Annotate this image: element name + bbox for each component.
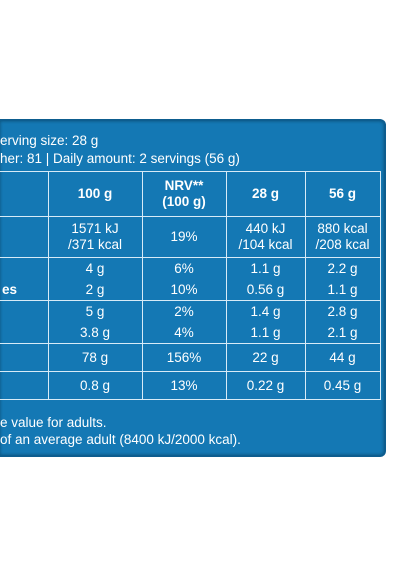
table-header-row: 100 g NRV** (100 g) 28 g 56 g	[0, 171, 381, 217]
cell-28g: 1.1 g	[225, 257, 306, 279]
energy-kj-28g: 440 kJ	[245, 221, 286, 236]
cell-100g: 4 g	[47, 257, 143, 279]
nutrition-table: 100 g NRV** (100 g) 28 g 56 g 1571 kJ/371…	[0, 171, 381, 400]
header-nrv-line1: NRV**	[164, 178, 204, 193]
energy-kcal2-56g: /208 kcal	[315, 237, 370, 252]
cell-nrv: 13%	[141, 371, 227, 400]
cell-56g: 880 kcal/208 kcal	[304, 216, 381, 258]
table-row-protein: 78 g 156% 22 g 44 g	[0, 343, 381, 372]
header-nrv: NRV** (100 g)	[141, 171, 227, 217]
header-nrv-line2: (100 g)	[162, 194, 206, 209]
energy-kcal-28g: /104 kcal	[238, 237, 293, 252]
cell-56g: 44 g	[304, 343, 381, 372]
servings-per-container-text: her: 81 | Daily amount: 2 servings (56 g…	[0, 151, 240, 166]
energy-kcal-56g: 880 kcal	[317, 221, 368, 236]
table-row-saturates: es 2 g 10% 0.56 g 1.1 g	[0, 279, 381, 301]
cell-nrv: 19%	[141, 216, 227, 258]
energy-kcal-100g: /371 kcal	[67, 237, 123, 252]
header-56g: 56 g	[304, 171, 381, 217]
row-name	[0, 300, 49, 322]
footnote-line-1: e value for adults.	[0, 415, 107, 430]
table-row-fat: 4 g 6% 1.1 g 2.2 g	[0, 257, 381, 279]
nutrition-label-panel: erving size: 28 g her: 81 | Daily amount…	[0, 119, 386, 457]
cell-56g: 0.45 g	[304, 371, 381, 400]
cell-28g: 1.1 g	[225, 322, 306, 344]
header-nutrient	[0, 171, 49, 217]
cell-28g: 1.4 g	[225, 300, 306, 322]
cell-100g: 78 g	[47, 343, 143, 372]
cell-56g: 2.8 g	[304, 300, 381, 322]
cell-nrv: 10%	[141, 279, 227, 301]
energy-kj-100g: 1571 kJ	[71, 221, 119, 236]
cell-100g: 5 g	[47, 300, 143, 322]
cell-28g: 0.22 g	[225, 371, 306, 400]
row-name	[0, 343, 49, 372]
footnote-line-2: of an average adult (8400 kJ/2000 kcal).	[0, 432, 241, 447]
header-28g: 28 g	[225, 171, 306, 217]
table-row-carbohydrate: 5 g 2% 1.4 g 2.8 g	[0, 300, 381, 322]
cell-nrv: 6%	[141, 257, 227, 279]
table-row-salt: 0.8 g 13% 0.22 g 0.45 g	[0, 371, 381, 400]
cell-100g: 2 g	[47, 279, 143, 301]
cell-56g: 1.1 g	[304, 279, 381, 301]
cell-100g: 0.8 g	[47, 371, 143, 400]
cell-56g: 2.2 g	[304, 257, 381, 279]
cell-28g: 22 g	[225, 343, 306, 372]
cell-28g: 0.56 g	[225, 279, 306, 301]
table-row-energy: 1571 kJ/371 kcal 19% 440 kJ/104 kcal 880…	[0, 216, 381, 258]
cell-100g: 3.8 g	[47, 322, 143, 344]
cell-nrv: 156%	[141, 343, 227, 372]
header-100g: 100 g	[47, 171, 143, 217]
cell-100g: 1571 kJ/371 kcal	[47, 216, 143, 258]
cell-28g: 440 kJ/104 kcal	[225, 216, 306, 258]
cell-nrv: 4%	[141, 322, 227, 344]
row-name	[0, 257, 49, 279]
row-name: es	[0, 279, 49, 301]
table-row-sugars: 3.8 g 4% 1.1 g 2.1 g	[0, 322, 381, 344]
row-name	[0, 322, 49, 344]
row-name	[0, 216, 49, 258]
cell-nrv: 2%	[141, 300, 227, 322]
row-name	[0, 371, 49, 400]
cell-56g: 2.1 g	[304, 322, 381, 344]
serving-size-text: erving size: 28 g	[0, 133, 99, 148]
